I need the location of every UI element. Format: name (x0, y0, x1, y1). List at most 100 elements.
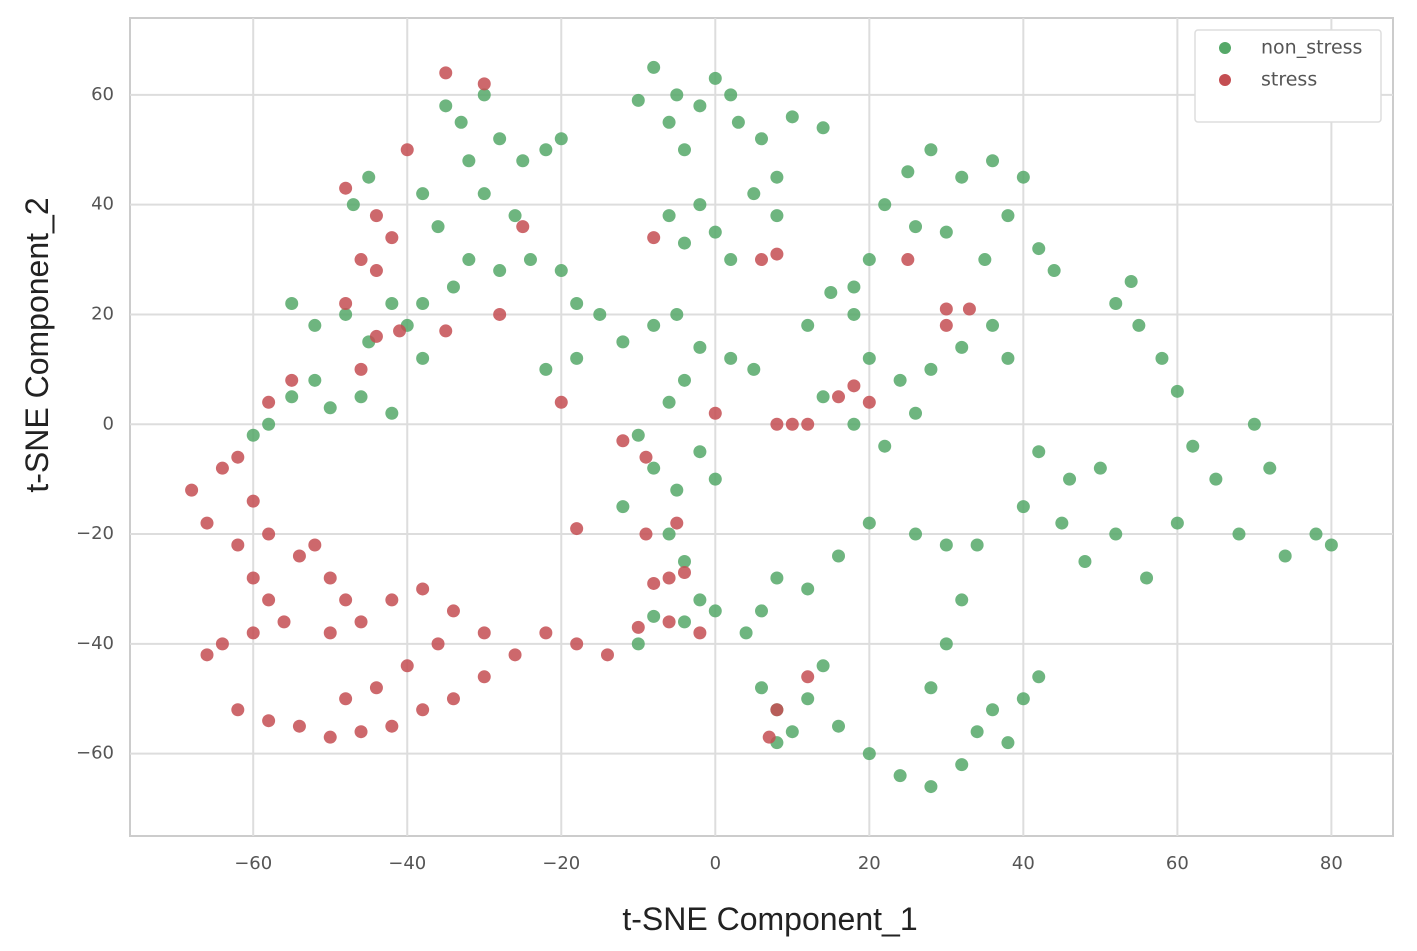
legend-label: stress (1261, 69, 1317, 91)
point (246, 428, 260, 442)
point (639, 450, 653, 464)
point (924, 780, 938, 794)
point (909, 527, 923, 541)
point (477, 88, 491, 102)
y-tick-label: −60 (76, 743, 114, 764)
point (801, 582, 815, 596)
point (1170, 384, 1184, 398)
x-tick-label: −40 (388, 853, 426, 874)
point (785, 417, 799, 431)
point (708, 71, 722, 85)
point (647, 231, 661, 245)
point (770, 571, 784, 585)
point (677, 565, 691, 579)
point (770, 703, 784, 717)
point (339, 307, 353, 321)
x-axis-label: t-SNE Component_1 (622, 901, 917, 937)
point (616, 335, 630, 349)
point (570, 296, 584, 310)
point (477, 670, 491, 684)
point (493, 264, 507, 278)
point (955, 170, 969, 184)
point (185, 483, 199, 497)
y-tick-label: −20 (76, 523, 114, 544)
point (439, 324, 453, 338)
point (832, 390, 846, 404)
point (724, 253, 738, 267)
point (1155, 351, 1169, 365)
point (801, 417, 815, 431)
point (616, 500, 630, 514)
x-tick-label: 0 (710, 853, 721, 874)
point (308, 318, 322, 332)
point (770, 209, 784, 223)
point (385, 296, 399, 310)
point (369, 209, 383, 223)
point (747, 187, 761, 201)
point (1063, 472, 1077, 486)
point (1324, 538, 1338, 552)
point (801, 670, 815, 684)
point (708, 472, 722, 486)
point (970, 725, 984, 739)
point (677, 555, 691, 569)
y-tick-label: 20 (91, 303, 114, 324)
point (785, 110, 799, 124)
point (346, 198, 360, 212)
point (446, 280, 460, 294)
point (416, 351, 430, 365)
point (285, 373, 299, 387)
y-tick-label: −40 (76, 633, 114, 654)
point (755, 604, 768, 618)
point (246, 626, 260, 640)
point (1016, 692, 1030, 706)
point (939, 302, 953, 316)
x-tick-label: −20 (542, 853, 580, 874)
point (847, 307, 861, 321)
point (339, 593, 353, 607)
point (616, 434, 630, 448)
point (385, 406, 399, 420)
point (755, 681, 768, 695)
point (816, 390, 830, 404)
point (416, 582, 430, 596)
point (554, 264, 568, 278)
point (593, 307, 607, 321)
point (1170, 516, 1184, 530)
point (369, 264, 383, 278)
point (369, 681, 383, 695)
point (323, 401, 337, 415)
point (1001, 351, 1015, 365)
point (292, 719, 306, 733)
point (462, 253, 476, 267)
point (755, 253, 768, 267)
point (262, 714, 276, 728)
point (986, 318, 1000, 332)
point (554, 132, 568, 146)
point (262, 395, 276, 409)
point (878, 198, 892, 212)
point (662, 571, 676, 585)
point (354, 362, 368, 376)
point (1001, 209, 1015, 223)
point (508, 209, 522, 223)
point (292, 549, 306, 563)
point (215, 461, 229, 475)
point (670, 307, 684, 321)
point (393, 324, 407, 338)
point (924, 681, 938, 695)
point (308, 373, 322, 387)
point (354, 725, 368, 739)
point (693, 198, 707, 212)
point (677, 615, 691, 629)
point (570, 637, 584, 651)
point (416, 187, 430, 201)
point (639, 527, 653, 541)
point (862, 253, 876, 267)
point (647, 60, 661, 74)
point (385, 593, 399, 607)
point (1247, 417, 1261, 431)
x-tick-label: 80 (1320, 853, 1343, 874)
point (862, 516, 876, 530)
point (986, 703, 1000, 717)
